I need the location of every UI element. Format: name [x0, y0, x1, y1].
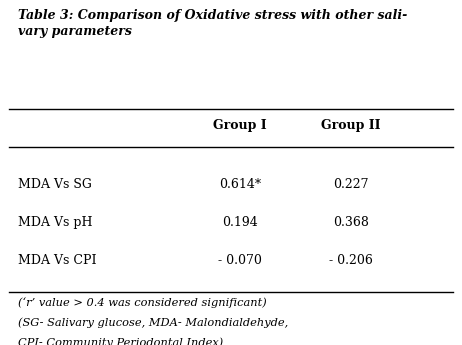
Text: 0.227: 0.227	[334, 178, 369, 191]
Text: (SG- Salivary glucose, MDA- Malondialdehyde,: (SG- Salivary glucose, MDA- Malondialdeh…	[18, 317, 289, 328]
Text: (‘r’ value > 0.4 was considered significant): (‘r’ value > 0.4 was considered signific…	[18, 297, 267, 308]
Text: 0.614*: 0.614*	[219, 178, 261, 191]
Text: MDA Vs SG: MDA Vs SG	[18, 178, 92, 191]
Text: MDA Vs CPI: MDA Vs CPI	[18, 254, 97, 267]
Text: Group II: Group II	[322, 119, 381, 132]
Text: - 0.070: - 0.070	[219, 254, 262, 267]
Text: - 0.206: - 0.206	[329, 254, 373, 267]
Text: Table 3: Comparison of Oxidative stress with other sali-
vary parameters: Table 3: Comparison of Oxidative stress …	[18, 9, 408, 38]
Text: MDA Vs pH: MDA Vs pH	[18, 216, 93, 229]
Text: 0.194: 0.194	[222, 216, 258, 229]
Text: 0.368: 0.368	[333, 216, 369, 229]
Text: Group I: Group I	[213, 119, 267, 132]
Text: CPI- Community Periodontal Index): CPI- Community Periodontal Index)	[18, 337, 224, 345]
